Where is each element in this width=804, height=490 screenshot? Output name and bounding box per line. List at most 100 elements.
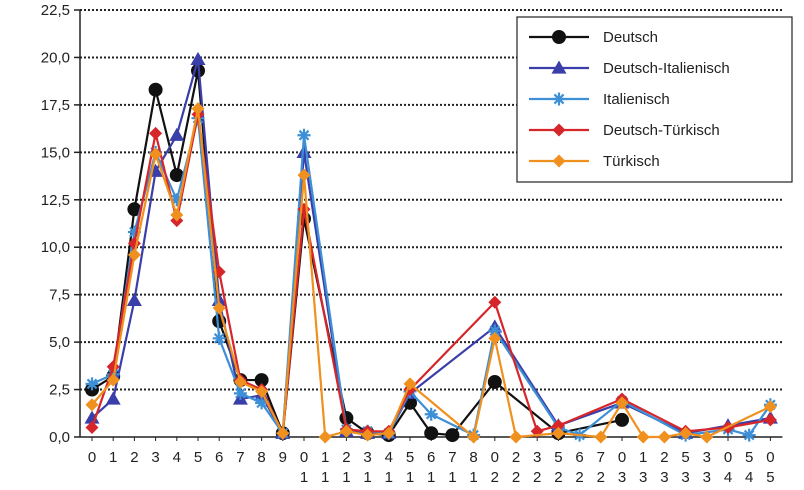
data-point	[318, 430, 332, 444]
data-point	[488, 331, 502, 345]
series-line	[90, 113, 771, 435]
x-tick-label: 1	[427, 469, 435, 486]
data-point	[85, 421, 99, 435]
data-point	[297, 168, 311, 182]
x-tick-label: 5	[194, 449, 202, 466]
x-tick-label: 1	[385, 469, 393, 486]
x-tick-label: 5	[554, 449, 562, 466]
data-point	[615, 396, 629, 410]
x-tick-label: 8	[257, 449, 265, 466]
x-tick-labels: 0 1 2 3 4 5 6 7 8 9 011121314151617181022232526272…	[88, 449, 775, 486]
y-tick-label: 0,0	[49, 429, 70, 446]
data-point	[212, 301, 226, 315]
x-tick-label: 3	[703, 449, 711, 466]
data-point	[763, 413, 777, 427]
series-4	[85, 102, 777, 444]
x-tick-label: 2	[660, 449, 668, 466]
x-tick-label: 1	[342, 469, 350, 486]
data-point	[149, 147, 163, 161]
data-point	[445, 428, 460, 443]
y-tick-label: 2,5	[49, 382, 70, 399]
data-point	[297, 128, 311, 142]
x-tick-label: 3	[639, 469, 647, 486]
x-tick-label: 1	[406, 469, 414, 486]
x-tick-label: 2	[512, 469, 520, 486]
y-tick-label: 12,5	[41, 192, 70, 209]
legend-label: Türkisch	[603, 153, 660, 170]
data-point	[169, 127, 185, 141]
x-tick-label: 7	[236, 449, 244, 466]
x-tick-label: 1	[469, 469, 477, 486]
x-tick-label: 2	[491, 469, 499, 486]
x-tick-label: 2	[554, 469, 562, 486]
data-point	[424, 407, 438, 421]
x-tick-label: 0	[491, 449, 499, 466]
data-point	[551, 419, 565, 433]
x-tick-label: 5	[406, 449, 414, 466]
data-point	[276, 426, 290, 440]
x-tick-label: 1	[321, 469, 329, 486]
x-tick-label: 1	[363, 469, 371, 486]
data-point	[488, 324, 502, 338]
x-tick-label: 3	[533, 449, 541, 466]
x-tick-label: 8	[469, 449, 477, 466]
data-point	[551, 426, 565, 440]
y-tick-label: 20,0	[41, 49, 70, 66]
x-tick-label: 4	[745, 469, 753, 486]
x-tick-label: 5	[681, 449, 689, 466]
data-point	[594, 430, 608, 444]
data-point	[339, 424, 353, 438]
x-tick-label: 9	[279, 449, 287, 466]
data-point	[105, 391, 121, 405]
data-point	[763, 400, 777, 414]
data-point	[488, 295, 502, 309]
data-point	[106, 373, 120, 387]
data-point	[615, 412, 629, 427]
data-point	[679, 426, 693, 440]
data-point	[84, 410, 100, 424]
x-tick-label: 0	[766, 449, 774, 466]
x-tick-label: 7	[448, 449, 456, 466]
data-point	[212, 331, 226, 345]
data-point	[127, 225, 141, 239]
data-point	[85, 377, 99, 391]
x-tick-label: 3	[363, 449, 371, 466]
x-tick-label: 3	[618, 469, 626, 486]
data-point	[636, 430, 650, 444]
data-point	[126, 292, 142, 306]
x-tick-label: 2	[342, 449, 350, 466]
x-tick-label: 0	[724, 449, 732, 466]
data-point	[233, 375, 247, 389]
data-point	[170, 193, 184, 207]
data-point	[487, 374, 502, 389]
x-tick-label: 0	[88, 449, 96, 466]
data-point	[657, 430, 671, 444]
x-tick-label: 2	[130, 449, 138, 466]
data-point	[191, 102, 205, 116]
x-tick-label: 2	[533, 469, 541, 486]
x-tick-label: 5	[766, 469, 774, 486]
x-tick-label: 3	[703, 469, 711, 486]
legend-marker	[552, 92, 566, 106]
y-tick-label: 5,0	[49, 334, 70, 351]
legend-label: Deutsch	[603, 29, 658, 46]
x-tick-label: 2	[512, 449, 520, 466]
data-point	[700, 430, 714, 444]
legend: Deutsch Deutsch-Italienisch Italienisch Deu…	[516, 16, 793, 183]
legend-marker	[552, 123, 566, 137]
y-tick-label: 10,0	[41, 239, 70, 256]
x-tick-label: 7	[597, 449, 605, 466]
data-point	[233, 386, 247, 400]
x-tick-label: 2	[575, 469, 583, 486]
data-point	[467, 430, 481, 444]
x-tick-label: 1	[109, 449, 117, 466]
data-point	[382, 426, 396, 440]
data-point	[170, 208, 184, 222]
y-tick-label: 22,5	[41, 2, 70, 19]
data-point	[149, 126, 163, 140]
data-point	[509, 430, 523, 444]
data-point	[255, 396, 269, 410]
data-point	[361, 428, 375, 442]
x-tick-label: 6	[575, 449, 583, 466]
